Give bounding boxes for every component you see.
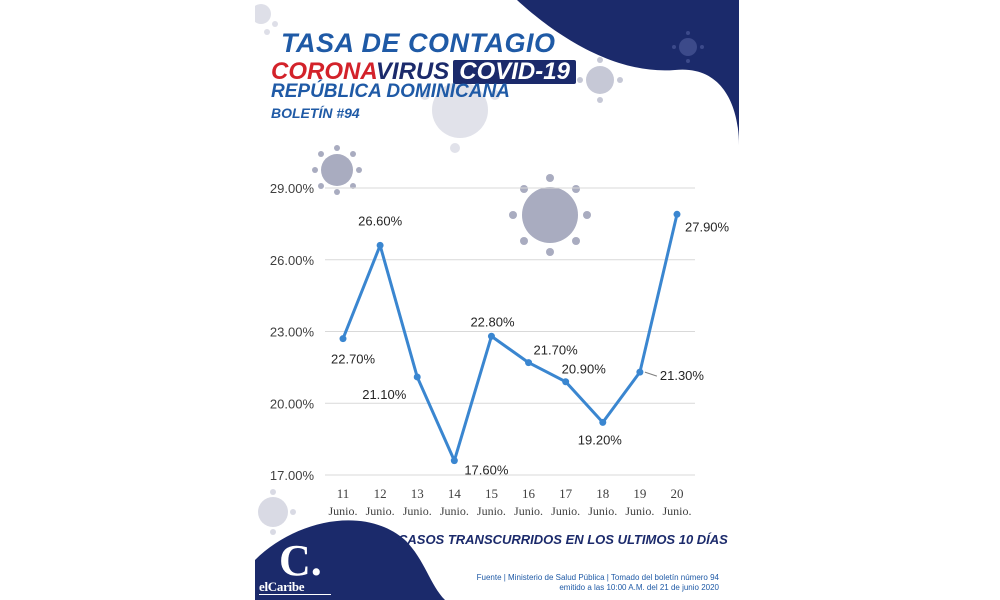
- series-line: [341, 213, 679, 463]
- data-label: 22.80%: [470, 314, 515, 329]
- elcaribe-logo: C. elCaribe: [257, 529, 335, 600]
- x-tick-month-label: Junio.: [328, 504, 357, 518]
- data-label: 21.30%: [660, 368, 705, 383]
- data-label: 26.60%: [358, 213, 403, 228]
- x-tick-month-label: Junio.: [625, 504, 654, 518]
- data-label: 21.10%: [362, 387, 407, 402]
- x-tick-month-label: Junio.: [440, 504, 469, 518]
- data-point: [636, 368, 644, 376]
- x-tick-month-label: Junio.: [366, 504, 395, 518]
- infographic-poster: TASA DE CONTAGIO CORONAVIRUS COVID-19 REP…: [255, 0, 739, 600]
- x-tick-month-label: Junio.: [514, 504, 543, 518]
- logo-name: elCaribe: [259, 579, 305, 594]
- background-decoration: [255, 0, 739, 600]
- data-label-leader: [644, 371, 658, 377]
- x-tick-label: 13: [411, 486, 424, 501]
- data-label: 27.90%: [685, 219, 730, 234]
- y-tick-label: 20.00%: [270, 396, 315, 411]
- logo-underline: [259, 594, 331, 595]
- x-tick-label: 14: [448, 486, 462, 501]
- source-line-2: emitido a las 10:00 A.M. del 21 de junio…: [559, 583, 719, 592]
- x-tick-label: 20: [671, 486, 684, 501]
- main-title: TASA DE CONTAGIO: [281, 28, 556, 58]
- virus-icon: [255, 4, 278, 35]
- x-tick-label: 12: [374, 486, 387, 501]
- x-tick-month-label: Junio.: [477, 504, 506, 518]
- data-label: 21.70%: [534, 343, 579, 358]
- data-label: 19.20%: [578, 432, 623, 447]
- x-tick-label: 19: [633, 486, 646, 501]
- covid-badge: COVID-19: [453, 60, 576, 84]
- y-tick-label: 29.00%: [270, 181, 315, 196]
- virus-icon: [672, 31, 704, 63]
- data-point: [599, 418, 607, 426]
- y-tick-label: 17.00%: [270, 468, 315, 483]
- data-point: [487, 332, 495, 340]
- virus-icon: [258, 489, 296, 535]
- data-point: [339, 335, 347, 343]
- x-tick-label: 18: [596, 486, 609, 501]
- data-label: 20.90%: [562, 362, 607, 377]
- x-tick-month-label: Junio.: [551, 504, 580, 518]
- navy-wave-bottom: [255, 520, 445, 600]
- x-tick-label: 17: [559, 486, 573, 501]
- coronavirus-title: CORONAVIRUS COVID-19: [271, 58, 576, 86]
- x-tick-month-label: Junio.: [403, 504, 432, 518]
- virus-icon: [509, 174, 591, 256]
- data-point: [673, 210, 681, 218]
- data-point: [376, 241, 384, 249]
- data-point: [525, 359, 533, 367]
- logo-letter: C.: [279, 536, 322, 585]
- source-note: Fuente | Ministerio de Salud Pública | T…: [477, 573, 719, 593]
- y-tick-label: 26.00%: [270, 253, 315, 268]
- line-chart: 17.00% 20.00% 23.00% 26.00% 29.00% 11 Junio. 12…: [270, 181, 730, 518]
- country-title: REPÚBLICA DOMINICANA: [271, 81, 510, 102]
- bulletin-number: BOLETÍN #94: [271, 105, 360, 121]
- x-tick-label: 11: [337, 486, 350, 501]
- data-point: [413, 373, 421, 381]
- data-label: 22.70%: [331, 352, 376, 367]
- corona-word: CORONA: [271, 58, 376, 85]
- x-tick-month-label: Junio.: [588, 504, 617, 518]
- data-label: 17.60%: [464, 463, 509, 478]
- x-tick-month-label: Junio.: [662, 504, 691, 518]
- data-point: [562, 378, 570, 386]
- source-line-1: Fuente | Ministerio de Salud Pública | T…: [476, 573, 719, 582]
- navy-corner-top: [517, 0, 739, 145]
- x-tick-label: 15: [485, 486, 498, 501]
- virus-icon: [312, 145, 362, 195]
- chart-caption: CASOS TRANSCURRIDOS EN LOS ULTIMOS 10 DÍ…: [398, 532, 728, 547]
- x-tick-label: 16: [522, 486, 536, 501]
- virus-word: VIRUS: [375, 58, 450, 85]
- data-point: [450, 457, 458, 465]
- y-tick-label: 23.00%: [270, 325, 315, 340]
- virus-icon: [577, 57, 623, 103]
